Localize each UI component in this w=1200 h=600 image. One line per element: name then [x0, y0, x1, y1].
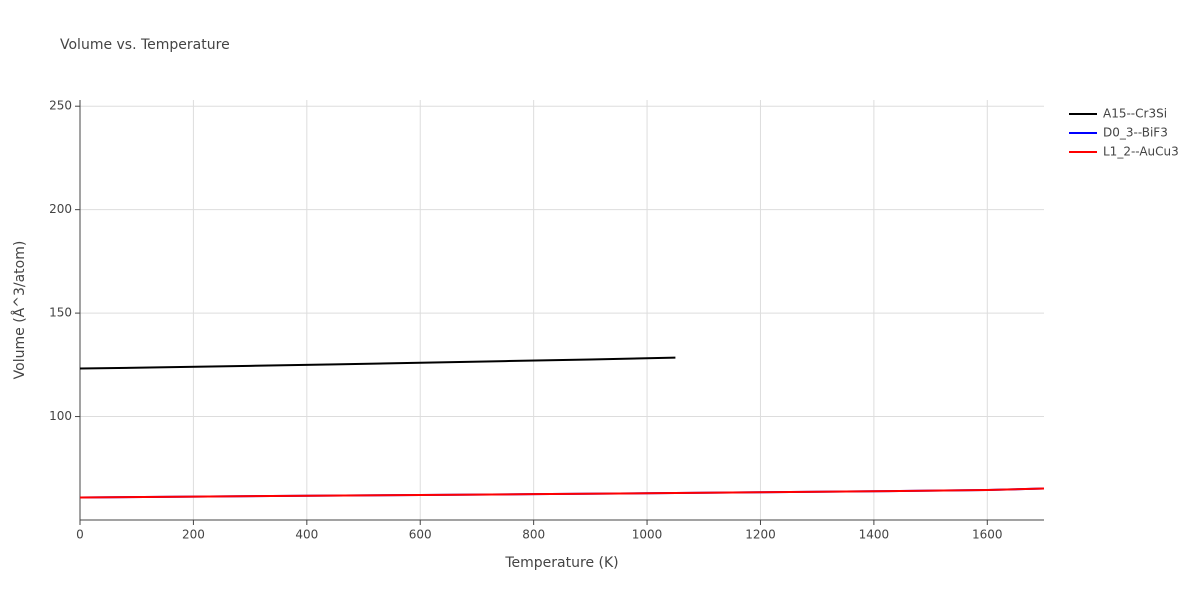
x-axis-title: Temperature (K) — [504, 555, 618, 571]
x-tick-label: 600 — [409, 528, 432, 542]
y-tick-label: 250 — [49, 99, 72, 113]
x-tick-label: 800 — [522, 528, 545, 542]
y-axis-title: Volume (Å^3/atom) — [11, 241, 28, 380]
legend-label: L1_2--AuCu3 — [1103, 145, 1179, 159]
y-tick-label: 200 — [49, 202, 72, 216]
series-line — [79, 487, 1045, 499]
y-tick-label: 150 — [49, 306, 72, 320]
legend-label: A15--Cr3Si — [1103, 107, 1167, 121]
y-tick-label: 100 — [49, 409, 72, 423]
x-tick-label: 1000 — [632, 528, 663, 542]
x-tick-label: 200 — [182, 528, 205, 542]
x-tick-label: 400 — [295, 528, 318, 542]
x-tick-label: 0 — [76, 528, 84, 542]
series-line — [79, 356, 676, 370]
x-tick-label: 1600 — [972, 528, 1003, 542]
chart-title: Volume vs. Temperature — [60, 37, 230, 53]
x-tick-label: 1400 — [859, 528, 890, 542]
legend-label: D0_3--BiF3 — [1103, 126, 1168, 140]
x-tick-label: 1200 — [745, 528, 776, 542]
